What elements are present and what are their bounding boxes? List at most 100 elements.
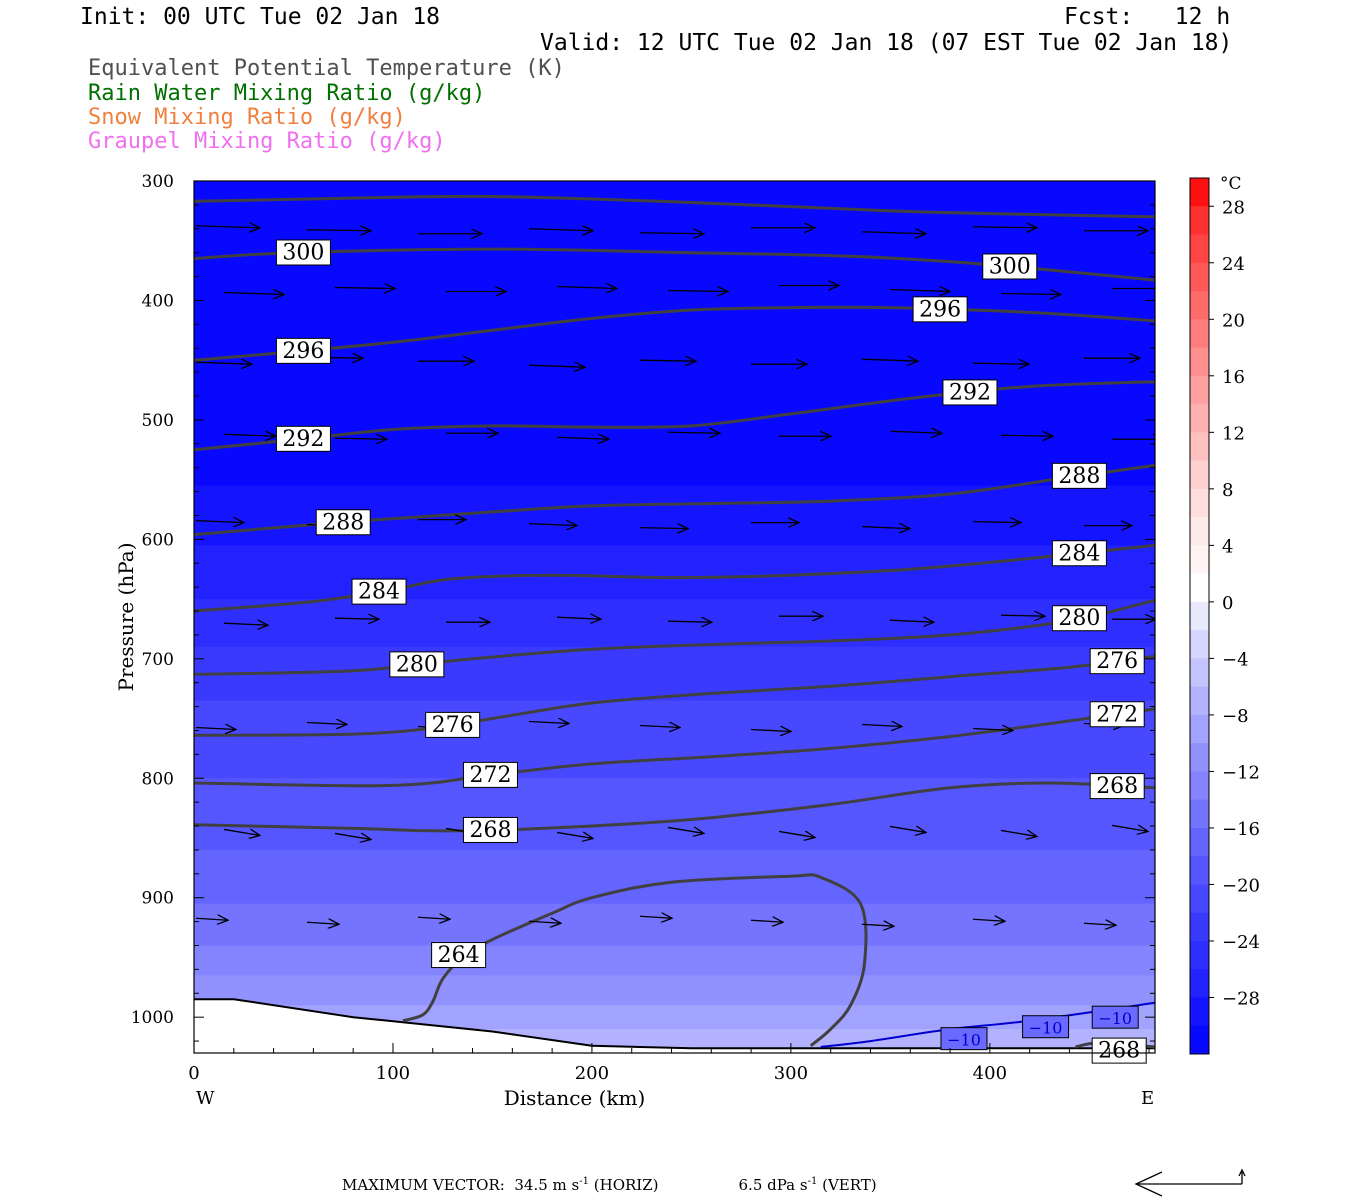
theta-e-label-288: 288 bbox=[1051, 462, 1107, 489]
colorbar-swatch bbox=[1190, 799, 1209, 829]
wind-vector bbox=[306, 230, 371, 231]
wind-vector bbox=[195, 226, 260, 228]
theta-e-label-284: 284 bbox=[1051, 540, 1107, 567]
wind-vector bbox=[1000, 435, 1053, 436]
contour-label-text: 296 bbox=[919, 297, 961, 322]
wind-vector bbox=[334, 618, 379, 619]
contour-label-text: 284 bbox=[358, 580, 400, 605]
colorbar-swatch bbox=[1190, 573, 1209, 603]
wind-vector bbox=[528, 524, 577, 526]
wind-vector bbox=[223, 829, 260, 835]
contour-labels: 300 300 296 296 292 292 288 288 284 284 280 280 276 2… bbox=[275, 239, 1147, 1064]
contour-label-box bbox=[425, 711, 481, 738]
wind-vector bbox=[972, 227, 1037, 228]
contour-label-text: 292 bbox=[949, 380, 991, 405]
colorbar-swatch bbox=[1190, 517, 1209, 546]
reference-vector-icon bbox=[1134, 1168, 1246, 1197]
contour-label-box bbox=[275, 239, 331, 266]
contour-label-box bbox=[982, 253, 1038, 280]
temperature-band bbox=[194, 181, 1155, 487]
colorbar-tick-label: −8 bbox=[1222, 706, 1249, 727]
colorbar-tick-label: 16 bbox=[1222, 367, 1245, 388]
colorbar-frame bbox=[1189, 177, 1210, 1055]
colorbar-swatch bbox=[1190, 827, 1209, 857]
contour-label-text: 264 bbox=[438, 943, 480, 968]
wind-vector bbox=[861, 359, 918, 361]
colorbar-tick-label: −12 bbox=[1222, 762, 1260, 783]
max-vector-caption: MAXIMUM VECTOR: 34.5 m s-1 (HORIZ) 6.5 dP… bbox=[342, 1176, 877, 1194]
wind-vector bbox=[889, 620, 934, 622]
wind-vector bbox=[972, 522, 1021, 523]
wind-vector bbox=[195, 918, 228, 920]
theta-e-label-276: 276 bbox=[1089, 648, 1145, 675]
x-axis-title: Distance (km) bbox=[504, 1086, 646, 1110]
colorbar-swatch bbox=[1190, 545, 1209, 575]
wind-vector bbox=[306, 922, 339, 924]
theta-e-label-280: 280 bbox=[1051, 605, 1107, 632]
contour-label-box bbox=[1051, 605, 1107, 632]
colorbar-swatch bbox=[1190, 319, 1209, 349]
colorbar-tick-label: 20 bbox=[1222, 310, 1245, 331]
contour-label-text: 268 bbox=[1096, 774, 1138, 799]
wind-vector bbox=[639, 528, 688, 529]
colorbar-swatch bbox=[1190, 940, 1209, 970]
colorbar-swatch bbox=[1190, 206, 1209, 236]
max-vector-label: MAXIMUM VECTOR: bbox=[342, 1176, 505, 1194]
plot-frame bbox=[193, 180, 1156, 1054]
theta-e-line-272 bbox=[194, 707, 1155, 788]
contour-label-box bbox=[942, 379, 998, 406]
temperature-band bbox=[194, 975, 1155, 1007]
wind-vector bbox=[1111, 825, 1148, 831]
theta-e-line-268 bbox=[194, 781, 1155, 833]
max-horiz-exp: -1 bbox=[579, 1176, 589, 1187]
x-tick-label: 400 bbox=[973, 1063, 1007, 1084]
temperature-band bbox=[194, 599, 1155, 648]
wind-vector bbox=[334, 833, 371, 839]
wind-vector bbox=[1000, 615, 1045, 616]
wind-vector bbox=[750, 730, 791, 732]
colorbar-tick-label: −4 bbox=[1222, 649, 1249, 670]
colorbar-swatch bbox=[1190, 714, 1209, 744]
theta-e-label-272: 272 bbox=[462, 761, 518, 788]
max-vert-value: 6.5 dPa s bbox=[738, 1176, 808, 1194]
y-tick-label: 500 bbox=[142, 411, 174, 431]
max-horiz-tag: (HORIZ) bbox=[593, 1176, 659, 1194]
theta-e-label-268: 268 bbox=[1091, 1037, 1147, 1064]
wind-vector bbox=[639, 360, 696, 361]
contour-label-text: −10 bbox=[947, 1031, 981, 1050]
wind-vector bbox=[861, 232, 926, 234]
wind-vector bbox=[223, 623, 268, 625]
colorbar-swatch bbox=[1190, 630, 1209, 659]
temperature-band bbox=[194, 646, 1155, 702]
colorbar: 28 24 20 16 12 8 4 0 −4 −8 −12 −16 −20 −24 −28 °C bbox=[1189, 174, 1260, 1055]
x-tick-label: 0 bbox=[188, 1063, 199, 1084]
colorbar-swatch bbox=[1190, 347, 1209, 377]
contour-label-text: −10 bbox=[1029, 1019, 1063, 1038]
theta-e-label-296: 296 bbox=[912, 296, 968, 323]
legend-theta-e: Equivalent Potential Temperature (K) bbox=[88, 56, 565, 81]
theta-e-label-264: 264 bbox=[431, 942, 487, 969]
temperature-band bbox=[194, 945, 1155, 977]
colorbar-swatch bbox=[1190, 686, 1209, 716]
colorbar-tick-label: −28 bbox=[1222, 988, 1260, 1009]
colorbar-swatch bbox=[1190, 743, 1209, 772]
contour-label-box bbox=[1091, 1005, 1139, 1029]
colorbar-swatch bbox=[1190, 997, 1209, 1027]
wind-vector bbox=[778, 831, 815, 837]
theta-e-line-296 bbox=[194, 305, 1155, 362]
wind-vector bbox=[889, 826, 926, 832]
legend-snow: Snow Mixing Ratio (g/kg) bbox=[88, 105, 406, 130]
colorbar-tick-label: 0 bbox=[1222, 593, 1233, 614]
contour-label-box bbox=[275, 337, 331, 364]
theta-e-label-292: 292 bbox=[275, 425, 331, 452]
colorbar-swatch bbox=[1190, 969, 1209, 998]
theta-e-line-264 bbox=[402, 873, 868, 1047]
theta-e-label-268: 268 bbox=[1089, 773, 1145, 800]
theta-e-line-300 bbox=[194, 194, 1155, 219]
colorbar-swatch bbox=[1190, 432, 1209, 462]
temperature-band bbox=[194, 545, 1155, 601]
colorbar-swatch bbox=[1190, 912, 1209, 942]
y-tick-label: 1000 bbox=[131, 1008, 174, 1028]
theta-e-line-280 bbox=[194, 598, 1155, 676]
east-label: E bbox=[1141, 1088, 1154, 1109]
